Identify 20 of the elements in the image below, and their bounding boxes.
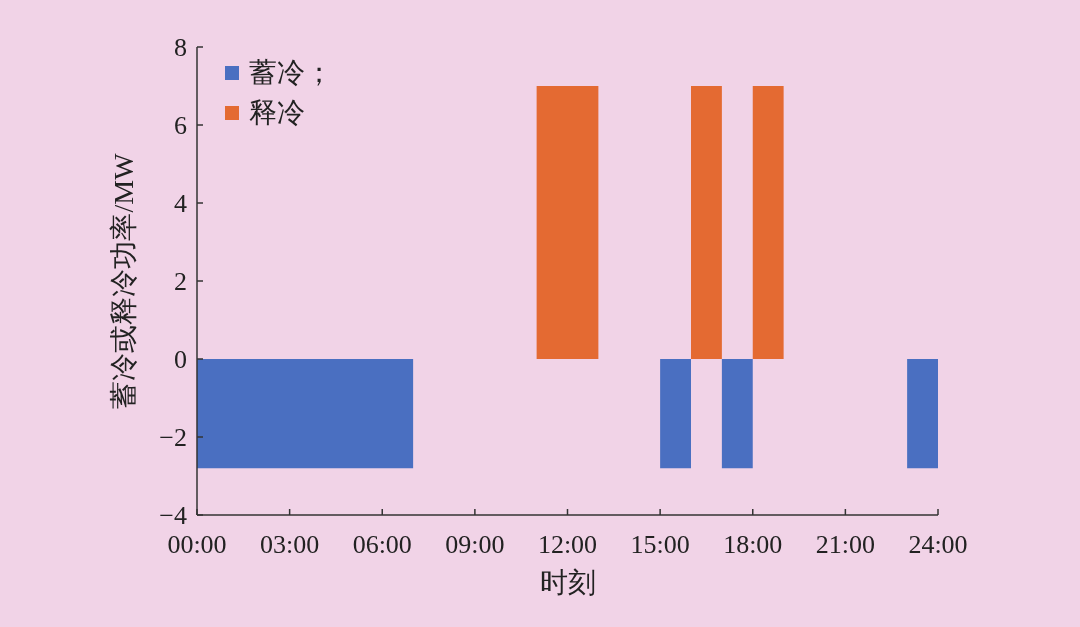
- x-tick-label: 15:00: [630, 530, 690, 559]
- x-tick-label: 06:00: [352, 530, 412, 559]
- x-tick-label: 03:00: [260, 530, 320, 559]
- x-tick-label: 21:00: [815, 530, 875, 559]
- x-axis-title: 时刻: [539, 567, 596, 598]
- y-tick-label: −4: [159, 501, 187, 530]
- legend-label: 释冷: [249, 97, 305, 128]
- y-tick-label: 8: [174, 33, 187, 62]
- x-tick-label: 12:00: [537, 530, 598, 559]
- x-tick-label: 09:00: [445, 530, 505, 559]
- x-tick-label: 00:00: [167, 530, 227, 559]
- y-tick-label: 2: [174, 267, 187, 296]
- y-tick-label: 0: [174, 345, 187, 374]
- x-tick-label: 18:00: [723, 530, 783, 559]
- y-tick-label: 6: [174, 111, 187, 140]
- y-axis-title: 蓄冷或释冷功率/MW: [108, 152, 139, 409]
- y-tick-label: 4: [174, 189, 187, 218]
- x-tick-label: 24:00: [908, 530, 968, 559]
- legend-label: 蓄冷；: [249, 57, 333, 88]
- y-tick-label: −2: [159, 423, 187, 452]
